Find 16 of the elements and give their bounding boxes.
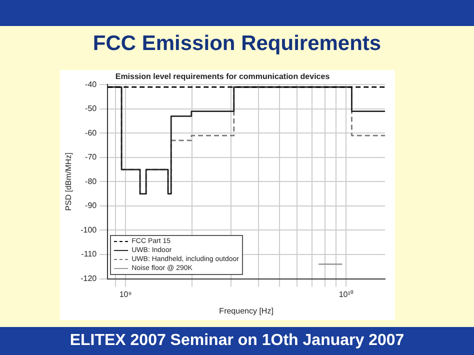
y-tick-label: -100: [80, 225, 98, 234]
x-axis-title: Frequency [Hz]: [219, 306, 274, 316]
y-tick-label: -40: [85, 80, 98, 89]
chart-title: FCC Emission Requirements: [92, 32, 382, 56]
y-tick-label: -110: [81, 250, 98, 259]
y-tick-label: -80: [85, 176, 98, 186]
y-tick-label: -90: [85, 201, 98, 210]
y-tick-label: -120: [80, 274, 98, 284]
x-tick-label: 10¹⁰: [338, 290, 354, 299]
y-tick-label: -50: [85, 104, 98, 114]
chart-subtitle: Emission level requirements for communication devices: [115, 72, 330, 82]
y-tick-label: -70: [85, 152, 98, 162]
text: ELITEX 2007 Seminar on 1Oth January 2007: [70, 332, 404, 349]
y-tick-label: -60: [85, 128, 98, 138]
y-axis-title: PSD [dBm/MHz]: [64, 152, 74, 211]
x-tick-label: 10⁹: [119, 290, 132, 299]
